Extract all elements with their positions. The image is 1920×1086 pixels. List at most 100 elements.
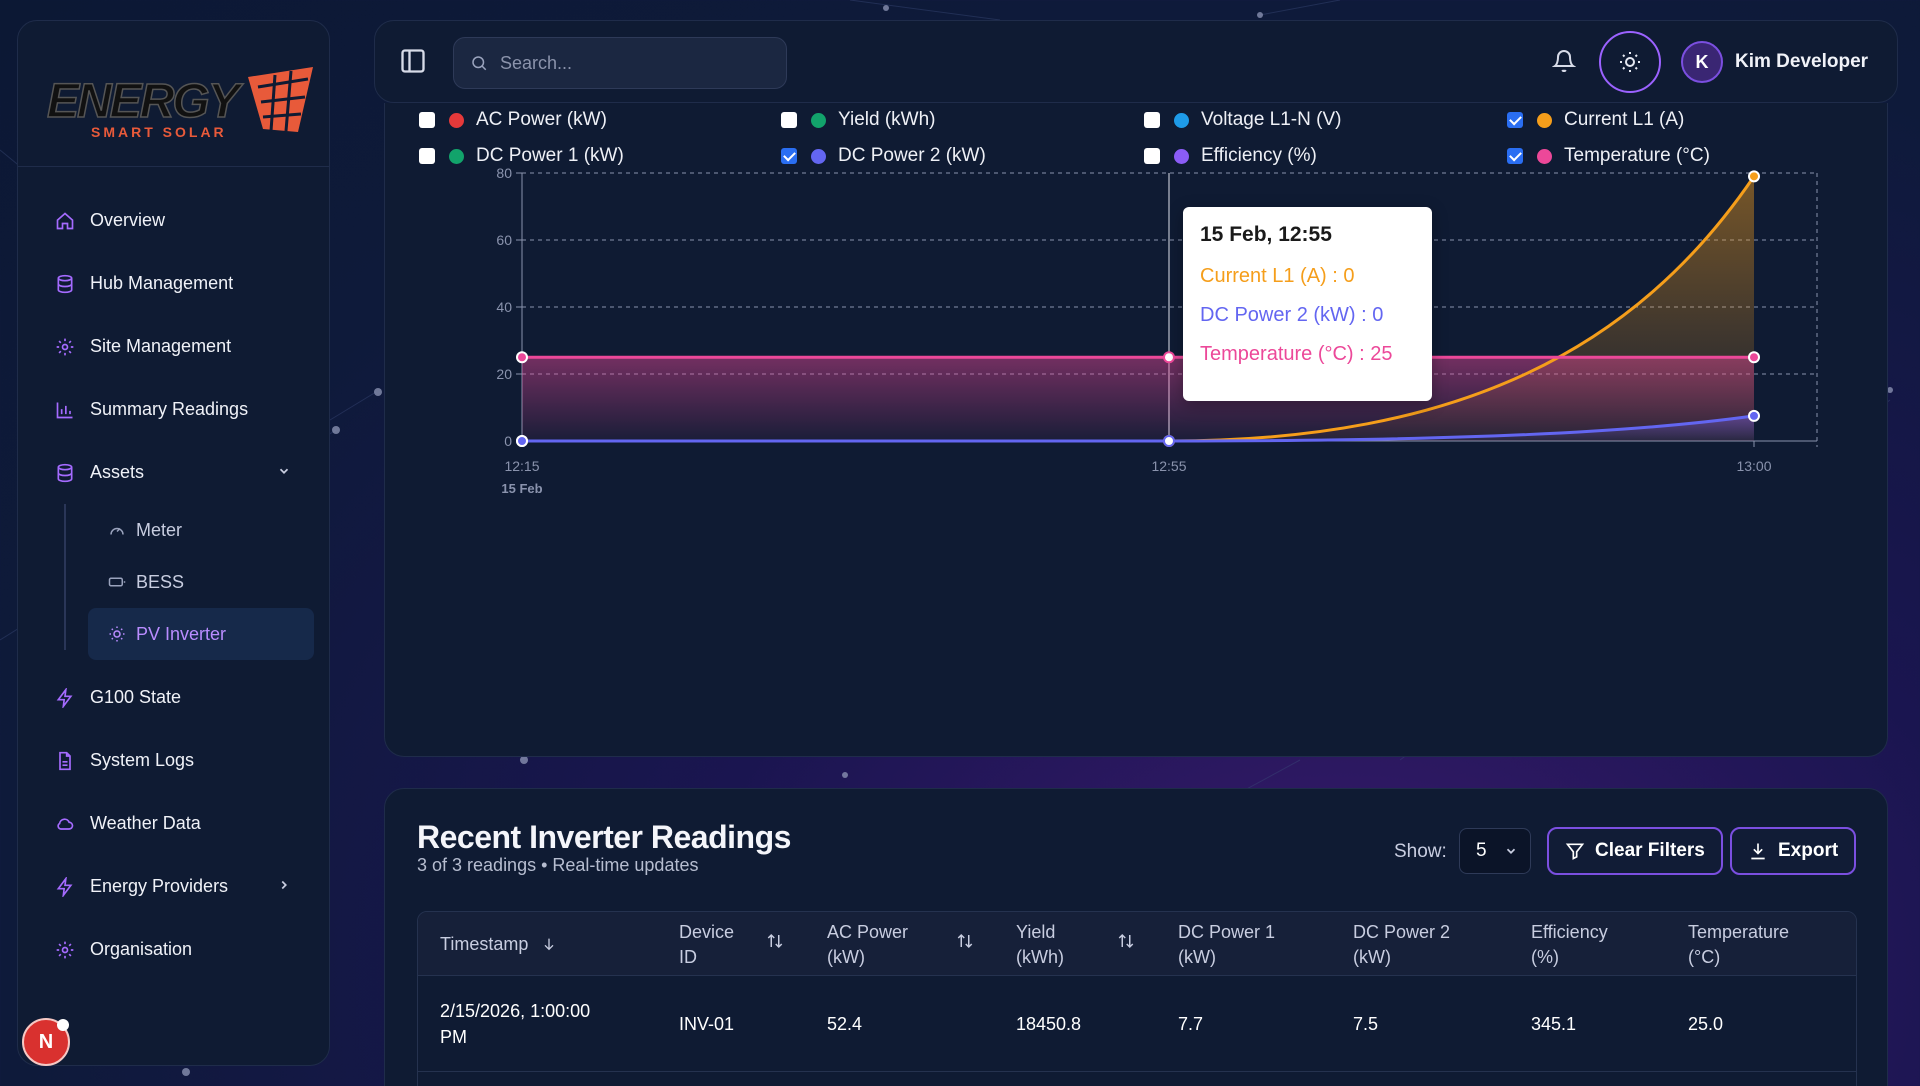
battery-icon [108, 573, 126, 591]
legend-swatch [1537, 148, 1552, 164]
sidebar-item-pv-inverter[interactable]: PV Inverter [88, 608, 314, 660]
col-label: DC Power 2 [1353, 922, 1451, 942]
col-label: Temperature [1688, 922, 1790, 942]
legend-label: Efficiency (%) [1201, 145, 1317, 166]
sidebar-item-label: G100 State [90, 687, 182, 707]
filter-icon [1565, 841, 1585, 861]
readings-card: Recent Inverter Readings 3 of 3 readings… [384, 788, 1888, 1086]
sidebar-item-g100-state[interactable]: G100 State [18, 666, 329, 729]
legend-temperature[interactable]: Temperature (°C) [1507, 141, 1710, 171]
sidebar-item-weather-data[interactable]: Weather Data [18, 792, 329, 855]
sidebar-item-energy-providers[interactable]: Energy Providers [18, 855, 329, 918]
col-yield[interactable]: Yield (kWh) [1016, 920, 1134, 970]
legend-ac-power[interactable]: AC Power (kW) [419, 105, 607, 135]
col-label: (kW) [1353, 947, 1391, 967]
sidebar-item-summary-readings[interactable]: Summary Readings [18, 378, 329, 441]
chevron-down-icon[interactable] [277, 464, 291, 481]
arrow-down-icon [541, 934, 557, 959]
y-tick-label: 0 [504, 433, 512, 449]
legend-checkbox[interactable] [781, 148, 797, 164]
sort-icon [765, 932, 785, 957]
cell-yield: 18450.8 [1016, 1014, 1082, 1034]
legend-checkbox[interactable] [1507, 148, 1523, 164]
sidebar-item-label: Weather Data [90, 813, 201, 833]
theme-toggle-button[interactable] [1599, 31, 1661, 93]
bolt-icon [54, 876, 76, 898]
sidebar-toggle-icon[interactable] [399, 47, 427, 75]
col-ac-power[interactable]: AC Power (kW) [827, 920, 973, 970]
x-tick-label: 12:15 [504, 458, 539, 474]
col-dc-power-2[interactable]: DC Power 2 (kW) [1353, 920, 1450, 970]
gauge-icon [108, 521, 126, 539]
clear-filters-button[interactable]: Clear Filters [1547, 827, 1723, 875]
legend-label: DC Power 1 (kW) [476, 145, 624, 166]
series-area-2 [522, 357, 1754, 441]
sidebar-item-bess[interactable]: BESS [88, 556, 329, 608]
dev-badge[interactable]: N [22, 1018, 70, 1066]
sun-icon [1618, 50, 1642, 74]
data-point [1748, 409, 1760, 422]
legend-swatch [1174, 112, 1189, 128]
home-icon [54, 210, 76, 232]
svg-text:ENERGY: ENERGY [47, 75, 244, 128]
download-icon [1748, 841, 1768, 861]
col-label: Yield [1016, 922, 1056, 942]
col-label: Efficiency [1531, 922, 1608, 942]
bolt-icon [54, 687, 76, 709]
sidebar-item-label: PV Inverter [136, 623, 227, 644]
top-header: K Kim Developer [374, 20, 1898, 103]
logo[interactable]: ENERGY SMART SOLAR [18, 21, 329, 167]
page-size-select[interactable]: 5 [1459, 828, 1531, 874]
legend-swatch [1537, 112, 1552, 128]
legend-label: DC Power 2 (kW) [838, 145, 986, 166]
legend-efficiency[interactable]: Efficiency (%) [1144, 141, 1317, 171]
col-label: (kW) [827, 947, 865, 967]
data-point [516, 435, 528, 447]
chevron-down-icon [1504, 842, 1518, 864]
sidebar-item-hub-management[interactable]: Hub Management [18, 252, 329, 315]
data-point [1163, 351, 1175, 364]
legend-yield[interactable]: Yield (kWh) [781, 105, 935, 135]
export-button[interactable]: Export [1730, 827, 1857, 875]
sidebar-item-overview[interactable]: Overview [18, 189, 329, 252]
sidebar-item-label: Hub Management [90, 273, 234, 293]
sidebar-item-system-logs[interactable]: System Logs [18, 729, 329, 792]
legend-swatch [449, 148, 464, 164]
sidebar-item-label: Assets [90, 462, 145, 482]
search-box[interactable] [453, 37, 787, 89]
tooltip-title: 15 Feb, 12:55 [1200, 223, 1332, 246]
table-header: Timestamp Device ID AC Power (kW) Yield (kW… [418, 912, 1856, 976]
legend-dc-power-1[interactable]: DC Power 1 (kW) [419, 141, 624, 171]
sidebar-item-assets[interactable]: Assets [18, 441, 329, 504]
legend-current-l1[interactable]: Current L1 (A) [1507, 105, 1684, 135]
col-efficiency[interactable]: Efficiency (%) [1531, 920, 1608, 970]
cell-ac-power: 52.4 [827, 1014, 863, 1034]
col-temperature[interactable]: Temperature (°C) [1688, 920, 1789, 970]
col-label: (%) [1531, 947, 1559, 967]
sidebar-item-organisation[interactable]: Organisation [18, 918, 329, 981]
legend-checkbox[interactable] [781, 112, 797, 128]
legend-checkbox[interactable] [419, 112, 435, 128]
export-label: Export [1778, 840, 1839, 861]
legend-checkbox[interactable] [1144, 112, 1160, 128]
legend-voltage[interactable]: Voltage L1-N (V) [1144, 105, 1341, 135]
search-input[interactable] [500, 52, 760, 74]
sidebar-item-meter[interactable]: Meter [88, 504, 329, 556]
legend-dc-power-2[interactable]: DC Power 2 (kW) [781, 141, 986, 171]
col-timestamp[interactable]: Timestamp [440, 932, 557, 959]
chevron-right-icon[interactable] [277, 878, 291, 895]
col-dc-power-1[interactable]: DC Power 1 (kW) [1178, 920, 1275, 970]
line-chart[interactable]: 0 20 40 60 80 12:15 12:55 13:00 15 Feb [385, 103, 1889, 623]
user-menu[interactable]: K Kim Developer [1681, 41, 1868, 83]
table-row[interactable]: 2/15/2026, 1:00:00 PM INV-01 52.4 18450.8… [418, 976, 1856, 1072]
bell-icon[interactable] [1551, 49, 1577, 78]
avatar-initial: K [1695, 51, 1709, 72]
sidebar-item-site-management[interactable]: Site Management [18, 315, 329, 378]
col-device-id[interactable]: Device ID [679, 920, 783, 970]
database-icon [54, 462, 76, 484]
legend-checkbox[interactable] [419, 148, 435, 164]
col-label: DC Power 1 [1178, 922, 1276, 942]
clear-filters-label: Clear Filters [1595, 840, 1705, 861]
legend-checkbox[interactable] [1507, 112, 1523, 128]
legend-checkbox[interactable] [1144, 148, 1160, 164]
